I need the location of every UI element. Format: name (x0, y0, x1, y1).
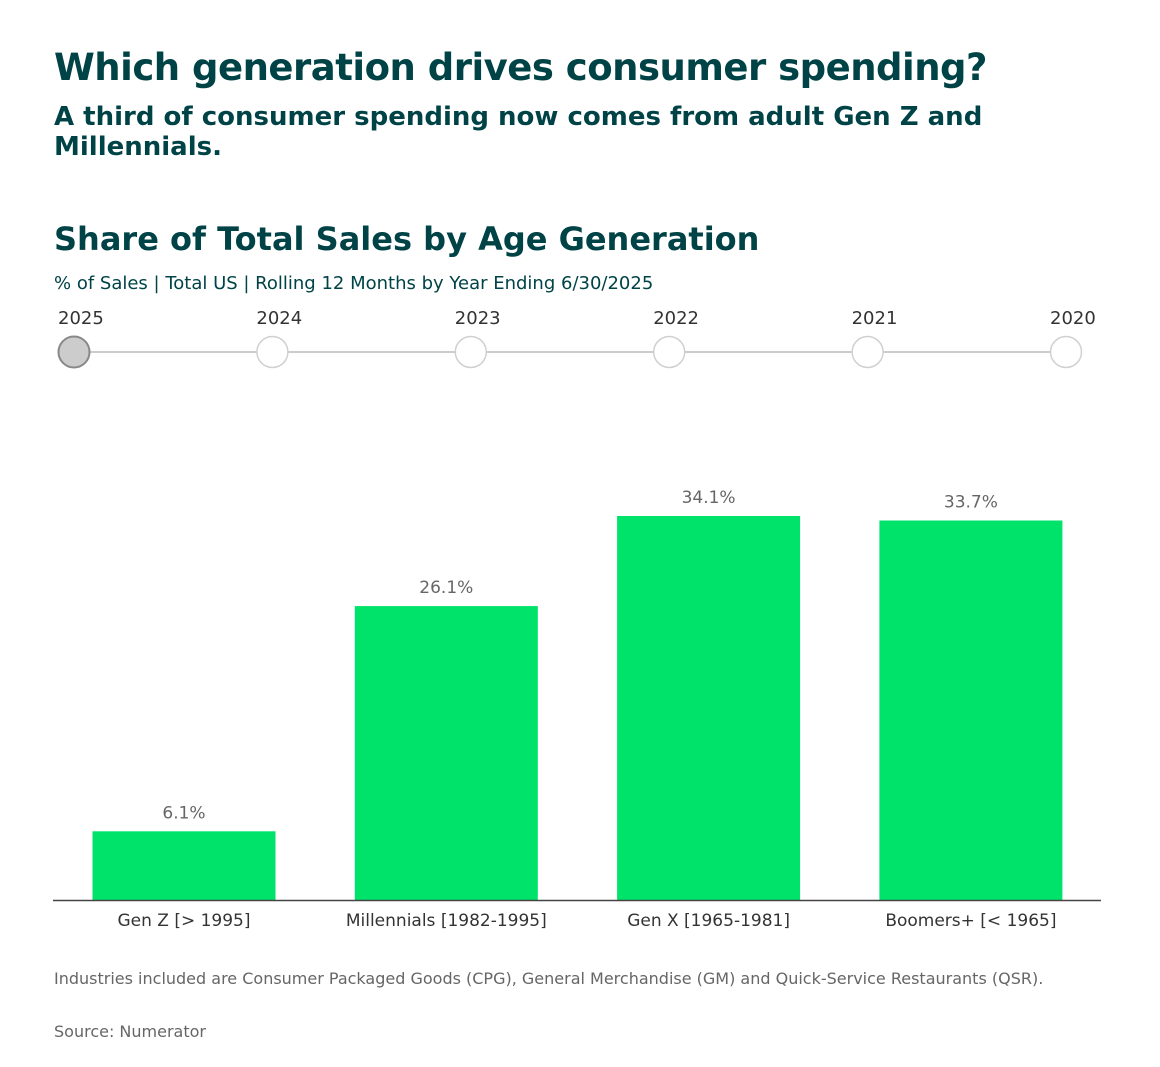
timeline-node-2023[interactable] (454, 335, 488, 369)
bar (354, 606, 538, 900)
category-label: Millennials [1982-1995] (346, 911, 547, 931)
timeline-year-label[interactable]: 2020 (1050, 308, 1096, 329)
bar (617, 516, 801, 900)
data-label: 33.7% (944, 493, 998, 513)
data-label: 6.1% (162, 803, 205, 823)
timeline-node-2025[interactable] (57, 335, 91, 369)
timeline-year-label[interactable]: 2023 (455, 308, 501, 329)
bar (92, 831, 276, 900)
bar (879, 520, 1063, 900)
footnote: Industries included are Consumer Package… (54, 969, 1044, 988)
category-label: Gen Z [> 1995] (117, 911, 250, 931)
timeline-year-label[interactable]: 2022 (653, 308, 699, 329)
source-note: Source: Numerator (54, 1022, 206, 1041)
timeline-year-label[interactable]: 2021 (852, 308, 898, 329)
data-label: 26.1% (419, 578, 473, 598)
category-label: Boomers+ [< 1965] (885, 911, 1056, 931)
timeline-node-2024[interactable] (256, 335, 289, 369)
timeline-node-2021[interactable] (851, 335, 884, 369)
timeline-year-label[interactable]: 2024 (256, 308, 302, 329)
timeline-node-2020[interactable] (1049, 335, 1083, 369)
chart-title: Share of Total Sales by Age Generation (54, 220, 760, 258)
page-title: Which generation drives consumer spendin… (54, 46, 988, 89)
category-label: Gen X [1965-1981] (627, 911, 790, 931)
page-subtitle: A third of consumer spending now comes f… (54, 102, 983, 162)
timeline-year-label[interactable]: 2025 (58, 308, 104, 329)
chart-subtitle: % of Sales | Total US | Rolling 12 Month… (54, 273, 654, 294)
data-label: 34.1% (682, 488, 736, 508)
timeline-node-2022[interactable] (652, 335, 686, 369)
